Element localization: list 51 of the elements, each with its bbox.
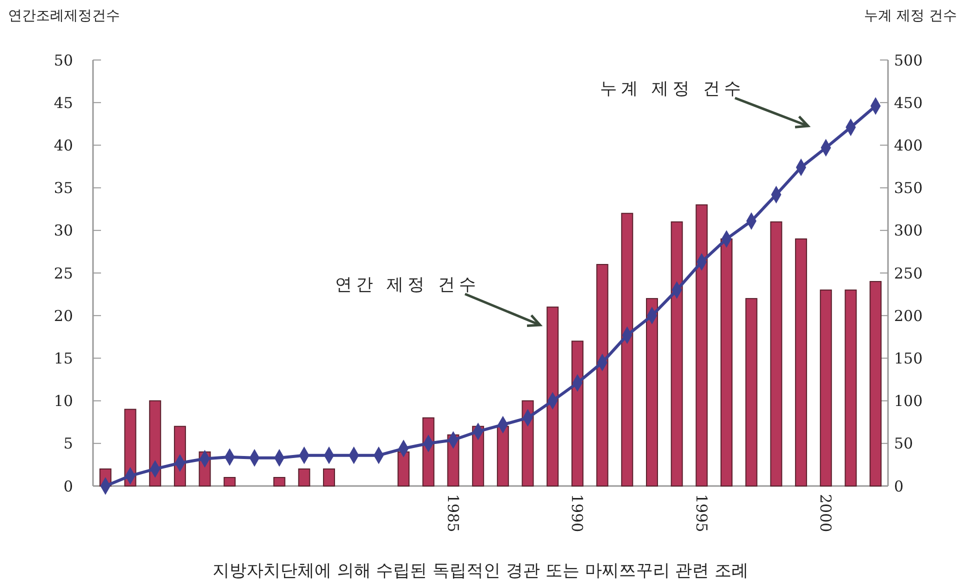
bar [298, 468, 310, 486]
bar [670, 221, 683, 486]
bar [273, 476, 286, 486]
y-tick-label: 10 [54, 392, 73, 410]
bar [224, 476, 236, 486]
bar [646, 298, 658, 486]
bar [844, 290, 857, 486]
text: 누계 제정 건수 [600, 79, 745, 99]
bar [398, 451, 410, 486]
bar [745, 298, 758, 486]
bar [696, 204, 708, 486]
bar [596, 264, 608, 486]
bar [621, 212, 634, 486]
y-axis-title: 연간조례제정건수 [8, 8, 120, 24]
x-tick-label: 2000 [816, 494, 835, 532]
y-tick-label: 0 [63, 477, 73, 496]
x-tick-label: 1990 [568, 494, 586, 532]
y2-tick-label: 100 [894, 392, 923, 410]
bar [546, 306, 559, 486]
x-tick-label: 1985 [444, 494, 462, 532]
y2-tick-label: 0 [894, 477, 904, 496]
bar [795, 238, 808, 486]
bar [496, 426, 509, 486]
y2-tick-label: 500 [894, 51, 923, 70]
y-tick-label: 15 [54, 349, 73, 368]
y-tick-label: 35 [54, 179, 73, 198]
bar [323, 468, 336, 486]
text: 연간 제정 건수 [335, 275, 480, 295]
y2-tick-label: 450 [894, 94, 923, 112]
y2-tick-label: 50 [894, 434, 914, 453]
y-tick-label: 50 [54, 51, 73, 70]
y2-tick-label: 300 [894, 222, 923, 240]
y2-axis-title: 누계 제정 건수 [864, 8, 957, 24]
y2-tick-label: 200 [894, 306, 923, 325]
bar [571, 340, 584, 486]
y2-tick-label: 150 [894, 349, 923, 368]
y-tick-label: 25 [54, 264, 73, 282]
x-tick-label: 1995 [692, 494, 710, 532]
bar [720, 238, 733, 486]
y2-tick-label: 250 [894, 264, 923, 282]
bar [820, 290, 832, 486]
y2-tick-label: 400 [894, 136, 923, 154]
bar [770, 221, 782, 486]
y-tick-label: 5 [63, 434, 73, 453]
y-tick-label: 40 [54, 136, 73, 154]
x-axis-title: 지방자치단체에 의해 수립된 독립적인 경관 또는 마찌쯔꾸리 관련 조례 [212, 561, 749, 581]
y-tick-label: 20 [54, 306, 73, 325]
bar [870, 281, 882, 486]
y-tick-label: 45 [54, 94, 73, 112]
y2-tick-label: 350 [894, 179, 923, 198]
y-tick-label: 30 [54, 222, 73, 240]
